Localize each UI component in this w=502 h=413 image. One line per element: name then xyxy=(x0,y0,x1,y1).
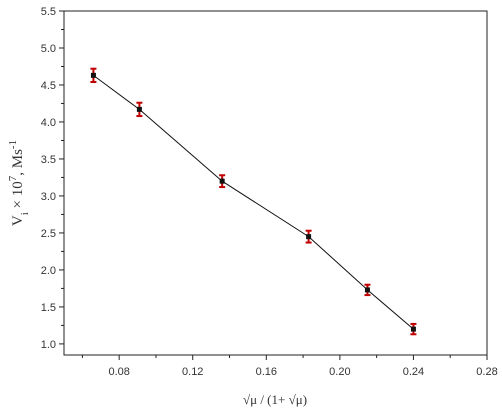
y-tick-label: 3.5 xyxy=(41,154,56,166)
data-point xyxy=(136,106,142,112)
y-tick-label: 4.0 xyxy=(41,117,56,129)
y-label-base: V xyxy=(10,215,26,226)
y-tick-label: 2.0 xyxy=(41,265,56,277)
y-label-unit: , Ms xyxy=(10,149,26,176)
y-tick-label: 1.0 xyxy=(41,339,56,351)
y-tick-label: 5.5 xyxy=(41,6,56,18)
x-tick-label: 0.08 xyxy=(108,366,129,378)
y-label-sub: i xyxy=(19,212,31,215)
y-tick-label: 5.0 xyxy=(41,43,56,55)
data-point xyxy=(410,326,416,332)
x-tick-label: 0.12 xyxy=(182,366,203,378)
data-point xyxy=(219,178,225,184)
series-line xyxy=(93,74,414,330)
x-tick-label: 0.20 xyxy=(329,366,350,378)
y-tick-label: 3.0 xyxy=(41,191,56,203)
data-point xyxy=(364,287,370,293)
x-tick-label: 0.16 xyxy=(256,366,277,378)
y-label-unit-sup: -1 xyxy=(7,140,19,149)
y-axis-label: Vi × 107, Ms-1 xyxy=(7,140,31,226)
y-tick-label: 1.5 xyxy=(41,302,56,314)
ticks-layer: 0.08 0.12 0.16 0.20 0.24 0.28 1.0 1.5 2.0 2.5 3.0 3… xyxy=(41,6,498,378)
data-point xyxy=(306,234,312,240)
y-tick-label: 4.5 xyxy=(41,80,56,92)
y-tick-label: 2.5 xyxy=(41,228,56,240)
data-layer xyxy=(90,67,417,336)
y-label-times: × 10 xyxy=(10,181,26,212)
x-axis-label: √μ / (1+ √μ) xyxy=(243,392,307,407)
x-tick-label: 0.24 xyxy=(403,366,424,378)
x-tick-label: 0.28 xyxy=(476,366,497,378)
data-point xyxy=(90,72,96,78)
plot-frame xyxy=(63,10,488,356)
y-label-sup: 7 xyxy=(7,175,19,181)
